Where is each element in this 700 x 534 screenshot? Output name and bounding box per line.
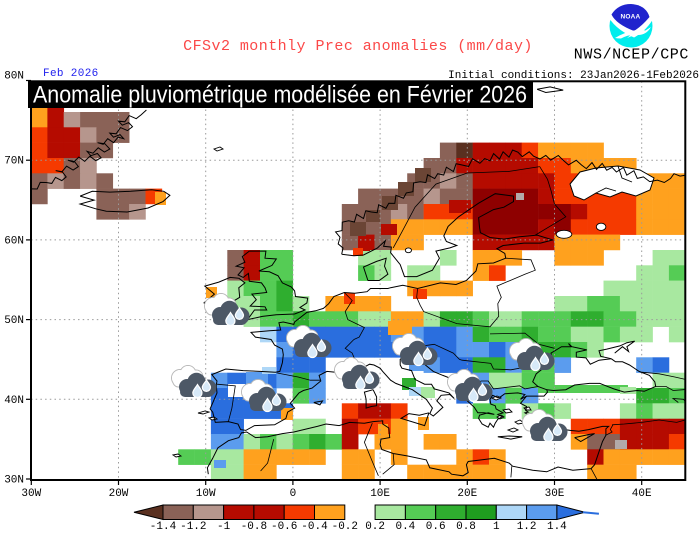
svg-text:CFSv2 monthly Prec anomalies (: CFSv2 monthly Prec anomalies (mm/day) bbox=[183, 38, 533, 55]
svg-text:60N: 60N bbox=[4, 235, 24, 247]
svg-text:30W: 30W bbox=[21, 488, 41, 500]
svg-text:1.4: 1.4 bbox=[547, 521, 567, 533]
svg-text:40N: 40N bbox=[4, 395, 24, 407]
svg-text:-0.6: -0.6 bbox=[271, 521, 297, 533]
svg-text:10E: 10E bbox=[370, 488, 390, 500]
svg-text:-1.4: -1.4 bbox=[150, 521, 177, 533]
svg-text:30E: 30E bbox=[545, 488, 565, 500]
svg-text:20E: 20E bbox=[457, 488, 477, 500]
svg-text:30N: 30N bbox=[4, 475, 24, 487]
svg-text:Anomalie pluviométrique modéli: Anomalie pluviométrique modélisée en Fév… bbox=[33, 82, 527, 109]
svg-text:NWS/NCEP/CPC: NWS/NCEP/CPC bbox=[574, 47, 689, 64]
svg-text:80N: 80N bbox=[4, 71, 24, 83]
svg-text:40E: 40E bbox=[632, 488, 652, 500]
svg-text:Feb 2026: Feb 2026 bbox=[43, 68, 99, 80]
svg-text:50N: 50N bbox=[4, 315, 24, 327]
svg-text:-1: -1 bbox=[217, 521, 231, 533]
svg-text:70N: 70N bbox=[4, 156, 24, 168]
svg-text:-0.4: -0.4 bbox=[301, 521, 328, 533]
svg-text:NOAA: NOAA bbox=[621, 14, 641, 21]
svg-text:-0.8: -0.8 bbox=[241, 521, 267, 533]
svg-text:1: 1 bbox=[493, 521, 500, 533]
svg-text:0.2: 0.2 bbox=[365, 521, 385, 533]
svg-text:-0.2: -0.2 bbox=[332, 521, 358, 533]
svg-text:Initial conditions: 23Jan2026-: Initial conditions: 23Jan2026-1Feb2026 bbox=[448, 70, 699, 82]
svg-text:0.8: 0.8 bbox=[456, 521, 476, 533]
svg-text:0.6: 0.6 bbox=[426, 521, 446, 533]
svg-text:0.4: 0.4 bbox=[395, 521, 415, 533]
svg-text:-1.2: -1.2 bbox=[180, 521, 206, 533]
svg-text:10W: 10W bbox=[196, 488, 216, 500]
svg-text:0: 0 bbox=[290, 488, 297, 500]
svg-text:1.2: 1.2 bbox=[517, 521, 537, 533]
svg-text:20W: 20W bbox=[109, 488, 129, 500]
